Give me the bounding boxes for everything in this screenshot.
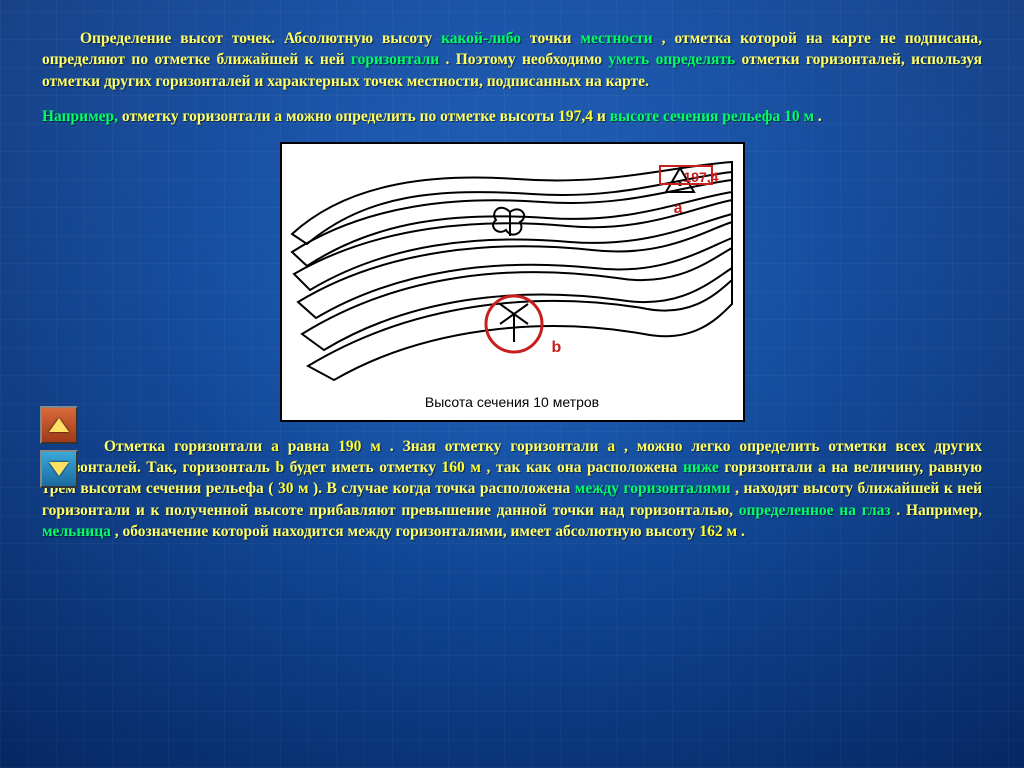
p1-green4: уметь определять [608,51,735,68]
contour-svg [282,144,742,399]
p1-t0: Определение высот точек. Абсолютную высо… [80,30,441,47]
p2-t4: . [818,108,822,125]
p3-a2: а [607,438,615,455]
p2-green1: Например, [42,108,118,125]
p1-green2: местности [580,30,652,47]
p3-30: 30 м [278,480,309,497]
arrow-up-icon [49,418,69,432]
p1-green1: какой-либо [441,30,521,47]
p3-t0: Отметка горизонтали [104,438,271,455]
p3-mill: мельница [42,523,111,540]
p3-190: 190 м [338,438,381,455]
p2-a: а [274,108,282,125]
paragraph-1: Определение высот точек. Абсолютную высо… [42,28,982,92]
p3-t2: . Зная отметку горизонтали [390,438,608,455]
prev-slide-button[interactable] [40,406,78,444]
p3-160: 160 м [442,459,481,476]
p3-t6: горизонтали [724,459,818,476]
p2-t1: отметку горизонтали [122,108,275,125]
paragraph-2: Например, отметку горизонтали а можно оп… [42,106,982,127]
paragraph-3: Отметка горизонтали а равна 190 м . Зная… [42,436,982,543]
p3-t1: равна [288,438,338,455]
p3-a1: а [271,438,279,455]
p3-t11: , обозначение которой находится между го… [115,523,700,540]
contour-figure: 197,4 а b Высота сечения 10 метров [280,142,745,422]
p3-t8: ). В случае когда точка расположена [313,480,575,497]
p3-t10: . Например, [896,502,982,519]
label-a: а [674,200,683,218]
arrow-down-icon [49,462,69,476]
p3-t12: . [741,523,745,540]
slide: Определение высот точек. Абсолютную высо… [0,0,1024,768]
p2-t2: можно определить по отметке высоты [286,108,558,125]
label-b: b [552,339,562,357]
p3-t5: , так как она расположена [487,459,683,476]
next-slide-button[interactable] [40,450,78,488]
p3-eye: определенное на глаз [739,502,891,519]
p1-t1: точки [530,30,580,47]
p3-between: между горизонталями [575,480,731,497]
p3-b: b [275,459,284,476]
p3-t4: будет иметь отметку [290,459,442,476]
p2-h: 197,4 [558,108,593,125]
p2-t3: и [597,108,610,125]
p3-below: ниже [683,459,719,476]
p2-green2: высоте сечения рельефа 10 м [610,108,814,125]
p3-a3: а [818,459,826,476]
p1-t3: . Поэтому необходимо [446,51,609,68]
figure-caption: Высота сечения 10 метров [282,394,743,410]
height-mark-label: 197,4 [683,169,718,185]
p1-green3: горизонтали [351,51,439,68]
p3-162: 162 м [699,523,737,540]
